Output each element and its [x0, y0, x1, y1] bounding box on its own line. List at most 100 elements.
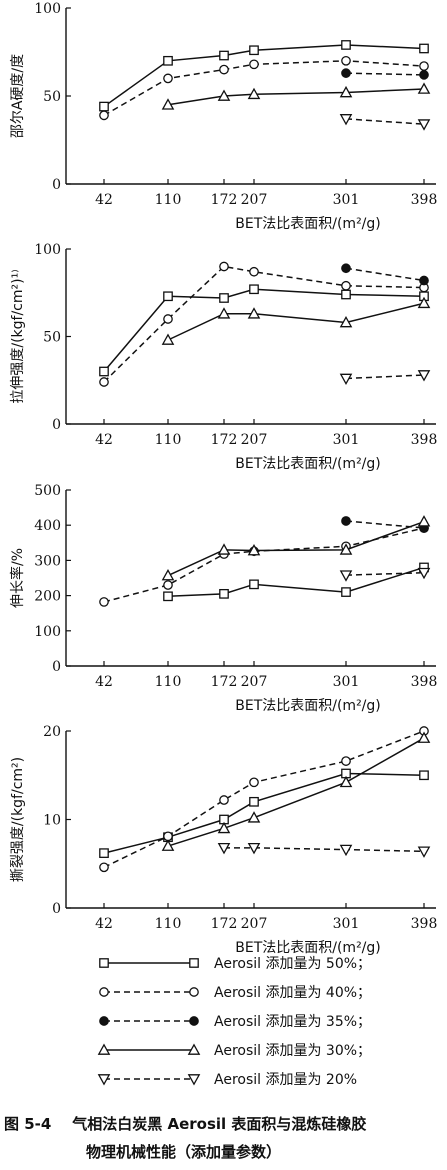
data-point	[163, 314, 173, 324]
data-point	[419, 43, 429, 54]
series-line	[345, 571, 425, 576]
series-3	[161, 731, 431, 851]
series-line	[167, 302, 425, 341]
y-tick-label: 0	[52, 417, 61, 433]
y-tick-label: 0	[52, 901, 61, 917]
data-point	[163, 580, 173, 590]
y-tick-label: 100	[34, 242, 61, 258]
chart-panel-2: 0 50 100 42 110 172 207 301 398 BET法比表面积/(m²/g) 拉伸…	[10, 242, 437, 472]
data-point	[161, 333, 175, 345]
legend-marker-left	[97, 1074, 111, 1086]
series-line	[167, 737, 425, 847]
x-tick-label: 42	[95, 674, 113, 690]
y-tick-label: 500	[34, 483, 61, 499]
data-point	[341, 516, 351, 526]
data-point	[341, 40, 351, 50]
legend-label: Aerosil 添加量为 35%；	[214, 1014, 371, 1030]
series-2	[99, 523, 429, 607]
data-point	[217, 307, 231, 319]
data-point	[99, 110, 109, 121]
series-line	[103, 60, 425, 117]
data-point	[417, 731, 431, 743]
y-axis-label: 撕裂强度/(kgf/cm²)	[10, 757, 26, 882]
series-line	[103, 265, 425, 383]
series-4	[161, 296, 431, 345]
series-1	[163, 562, 429, 602]
y-tick-label: 10	[43, 813, 61, 829]
x-tick-label: 110	[155, 674, 182, 690]
data-point	[249, 579, 259, 590]
series-1	[99, 284, 429, 377]
data-point	[163, 291, 173, 302]
data-point	[163, 73, 173, 84]
data-point	[219, 293, 229, 303]
data-point	[341, 68, 351, 78]
series-line	[345, 267, 425, 282]
series-line	[345, 520, 425, 529]
data-point	[417, 515, 431, 527]
x-tick-label: 301	[333, 916, 360, 932]
legend-marker-right	[187, 1043, 201, 1055]
legend-item-5: Aerosil 添加量为 20%	[97, 1072, 357, 1088]
data-point	[341, 587, 351, 597]
data-point	[249, 284, 259, 295]
figure-caption-line1: 图 5-4 气相法白炭黑 Aerosil 表面积与混炼硅橡胶	[4, 1113, 447, 1134]
x-tick-label: 398	[411, 432, 438, 448]
data-point	[339, 85, 353, 98]
y-tick-label: 100	[34, 1, 61, 17]
legend-marker-left	[99, 958, 109, 968]
data-point	[339, 315, 353, 328]
data-point	[339, 570, 353, 582]
data-point	[341, 280, 351, 291]
x-tick-label: 301	[333, 192, 360, 208]
data-point	[161, 568, 175, 581]
data-point	[217, 89, 231, 101]
y-tick-label: 400	[34, 518, 61, 534]
x-tick-label: 398	[411, 916, 438, 932]
x-tick-label: 110	[155, 192, 182, 208]
series-line	[167, 566, 425, 598]
data-point	[247, 842, 261, 855]
figure-caption-line2: 物理机械性能（添加量参数）	[86, 1141, 447, 1162]
data-point	[419, 61, 429, 71]
data-point	[247, 811, 261, 823]
x-tick-label: 172	[211, 432, 238, 448]
series-line	[103, 44, 425, 108]
x-tick-label: 398	[411, 674, 438, 690]
x-tick-label: 172	[211, 192, 238, 208]
series-2	[99, 726, 429, 873]
data-point	[249, 45, 259, 56]
series-1	[99, 40, 429, 112]
series-line	[345, 118, 425, 125]
series-line	[345, 72, 425, 76]
data-point	[339, 775, 353, 788]
y-tick-label: 50	[43, 330, 61, 346]
data-point	[163, 591, 173, 602]
y-tick-label: 0	[52, 659, 61, 675]
legend-marker-right	[189, 1016, 199, 1026]
data-point	[247, 544, 261, 556]
legend-label: Aerosil 添加量为 30%；	[214, 1043, 371, 1059]
legend-marker-right	[189, 958, 199, 968]
x-tick-label: 110	[155, 432, 182, 448]
data-point	[417, 370, 431, 382]
data-point	[249, 59, 259, 70]
series-5	[339, 567, 431, 582]
series-5	[339, 370, 431, 386]
data-point	[419, 275, 429, 286]
legend: Aerosil 添加量为 50%； Aerosil 添加量为 40%； Aerosi…	[97, 956, 371, 1088]
data-point	[419, 770, 429, 781]
data-point	[419, 70, 429, 80]
data-point	[339, 543, 353, 555]
data-point	[99, 366, 109, 377]
data-point	[339, 844, 353, 857]
y-tick-label: 0	[52, 177, 61, 193]
y-axis-label: 拉伸强度/(kgf/cm²)¹⁾	[10, 269, 26, 403]
data-point	[99, 848, 109, 858]
data-point	[341, 55, 351, 66]
x-tick-label: 172	[211, 916, 238, 932]
x-axis-label: BET法比表面积/(m²/g)	[235, 216, 381, 232]
series-2	[99, 55, 429, 121]
legend-item-4: Aerosil 添加量为 30%；	[97, 1043, 371, 1059]
data-point	[217, 543, 231, 555]
